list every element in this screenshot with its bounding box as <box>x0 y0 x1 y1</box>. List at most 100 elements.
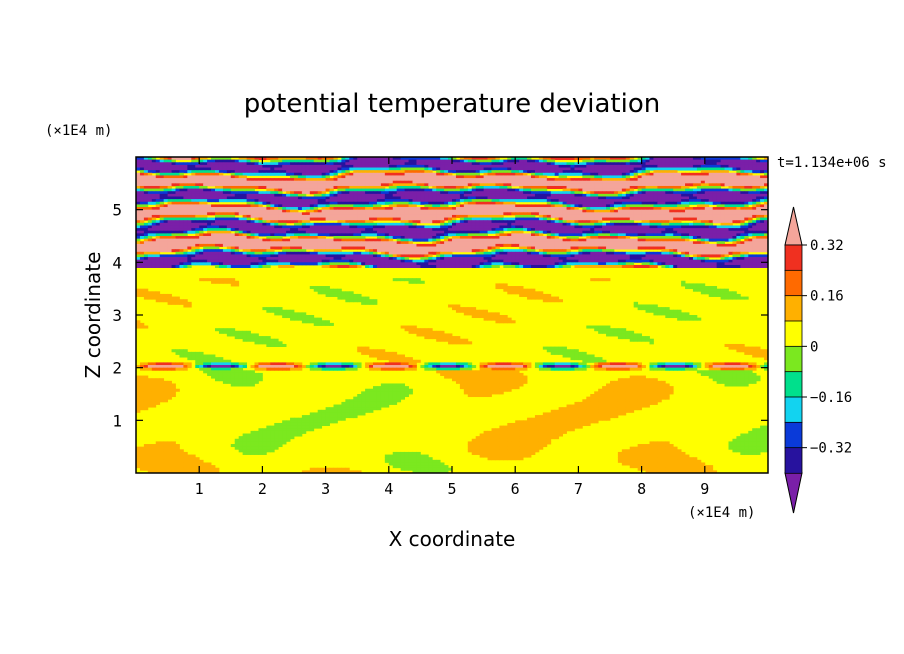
field-cell <box>475 228 481 232</box>
field-cell <box>238 225 244 229</box>
field-cell <box>578 222 583 226</box>
field-cell <box>432 201 437 205</box>
field-cell <box>428 188 433 192</box>
field-cell <box>187 241 192 245</box>
field-cell <box>163 209 168 213</box>
field-cell <box>143 157 149 161</box>
field-cell <box>475 157 481 161</box>
field-cell <box>554 201 560 205</box>
field-cell <box>313 175 319 179</box>
field-cell <box>278 209 283 213</box>
field-cell <box>700 228 706 232</box>
field-cell <box>234 170 240 174</box>
field-cell <box>258 220 263 224</box>
field-cell <box>448 220 453 224</box>
field-cell <box>203 196 208 200</box>
field-cell <box>274 236 279 240</box>
field-cell <box>376 233 382 237</box>
field-cell <box>570 191 575 195</box>
field-cell <box>266 238 271 242</box>
field-cell <box>700 225 706 229</box>
field-cell <box>736 157 741 161</box>
field-cell <box>333 228 338 232</box>
field-cell <box>361 222 366 226</box>
field-cell <box>523 164 528 168</box>
field-cell <box>428 183 433 187</box>
field-cell <box>606 228 611 232</box>
field-cell <box>333 222 338 226</box>
field-cell <box>215 196 220 200</box>
field-cell <box>752 230 757 234</box>
field-cell <box>416 170 421 174</box>
field-cell <box>756 185 761 189</box>
field-cell <box>187 212 192 216</box>
field-cell <box>542 214 548 218</box>
field-cell <box>373 238 378 242</box>
field-cell <box>617 170 623 174</box>
field-cell <box>211 180 216 184</box>
field-cell <box>681 180 686 184</box>
field-cell <box>519 209 524 213</box>
field-cell <box>669 230 674 234</box>
field-cell <box>297 167 303 171</box>
field-cell <box>297 159 303 163</box>
field-cell <box>183 230 188 234</box>
field-cell <box>361 188 366 192</box>
field-cell <box>515 212 520 216</box>
field-cell <box>404 172 409 176</box>
field-cell <box>538 230 544 234</box>
field-cell <box>187 178 192 182</box>
field-cell <box>744 175 749 179</box>
field-cell <box>392 214 398 218</box>
field-cell <box>455 185 461 189</box>
field-cell <box>183 178 188 182</box>
field-cell <box>475 207 481 211</box>
field-cell <box>586 191 591 195</box>
field-cell <box>329 228 334 232</box>
field-cell <box>487 222 492 226</box>
field-cell <box>301 159 307 163</box>
field-cell <box>309 164 315 168</box>
field-cell <box>704 162 710 166</box>
field-cell <box>748 193 753 197</box>
field-cell <box>361 185 366 189</box>
field-cell <box>499 196 504 200</box>
field-cell <box>305 238 311 242</box>
field-cell <box>143 201 149 205</box>
field-cell <box>665 236 670 240</box>
field-cell <box>491 196 496 200</box>
field-cell <box>602 159 607 163</box>
field-cell <box>329 172 334 176</box>
field-cell <box>756 193 761 197</box>
field-cell <box>258 207 263 211</box>
field-cell <box>175 183 180 187</box>
field-cell <box>207 196 212 200</box>
field-cell <box>321 199 326 203</box>
field-cell <box>234 199 240 203</box>
field-cell <box>625 233 631 237</box>
field-cell <box>175 241 180 245</box>
field-cell <box>376 230 382 234</box>
field-cell <box>242 180 247 184</box>
field-cell <box>700 222 706 226</box>
field-cell <box>499 220 504 224</box>
field-cell <box>211 225 216 229</box>
field-cell <box>294 222 299 226</box>
field-cell <box>329 159 334 163</box>
field-cell <box>542 225 548 229</box>
field-cell <box>704 185 710 189</box>
field-cell <box>294 233 299 237</box>
field-cell <box>629 183 635 187</box>
field-cell <box>428 199 433 203</box>
field-cell <box>179 183 184 187</box>
field-cell <box>483 196 488 200</box>
field-cell <box>764 207 768 211</box>
field-cell <box>740 164 745 168</box>
field-cell <box>475 214 481 218</box>
field-cell <box>459 178 465 182</box>
field-cell <box>574 209 579 213</box>
field-cell <box>673 172 678 176</box>
field-cell <box>400 180 405 184</box>
field-cell <box>230 183 236 187</box>
field-cell <box>254 172 259 176</box>
